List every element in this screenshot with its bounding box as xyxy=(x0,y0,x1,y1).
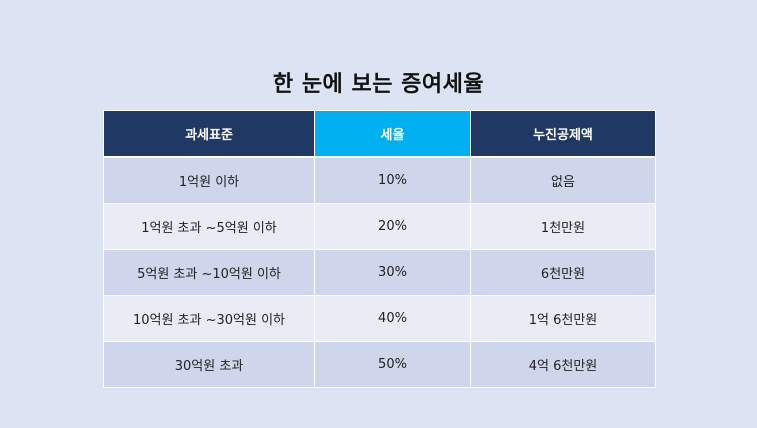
tax-base-cell: 30억원 초과 xyxy=(103,341,315,388)
deduction-cell: 4억 6천만원 xyxy=(470,341,656,388)
table-header-row: 과세표준 세율 누진공제액 xyxy=(103,110,656,158)
deduction-cell: 6천만원 xyxy=(470,249,656,296)
tax-rate-cell: 40% xyxy=(314,295,471,342)
tax-base-cell: 1억원 이하 xyxy=(103,156,315,204)
tax-base-cell: 1억원 초과 ~5억원 이하 xyxy=(103,203,315,250)
table-row: 10억원 초과 ~30억원 이하 40% 1억 6천만원 xyxy=(103,295,656,342)
tax-rate-table: 과세표준 세율 누진공제액 1억원 이하 10% 없음 1억원 초과 ~5억원 … xyxy=(103,110,656,388)
tax-rate-cell: 20% xyxy=(314,203,471,250)
deduction-cell: 1천만원 xyxy=(470,203,656,250)
table-row: 1억원 이하 10% 없음 xyxy=(103,156,656,204)
table-row: 5억원 초과 ~10억원 이하 30% 6천만원 xyxy=(103,249,656,296)
tax-base-cell: 10억원 초과 ~30억원 이하 xyxy=(103,295,315,342)
header-tax-rate: 세율 xyxy=(314,110,471,158)
tax-rate-cell: 30% xyxy=(314,249,471,296)
deduction-cell: 1억 6천만원 xyxy=(470,295,656,342)
header-tax-base: 과세표준 xyxy=(103,110,315,158)
tax-rate-cell: 10% xyxy=(314,156,471,204)
tax-rate-cell: 50% xyxy=(314,341,471,388)
tax-base-cell: 5억원 초과 ~10억원 이하 xyxy=(103,249,315,296)
header-progressive-deduction: 누진공제액 xyxy=(470,110,656,158)
table-row: 30억원 초과 50% 4억 6천만원 xyxy=(103,341,656,388)
table-row: 1억원 초과 ~5억원 이하 20% 1천만원 xyxy=(103,203,656,250)
deduction-cell: 없음 xyxy=(470,156,656,204)
page-title: 한 눈에 보는 증여세율 xyxy=(272,72,485,97)
